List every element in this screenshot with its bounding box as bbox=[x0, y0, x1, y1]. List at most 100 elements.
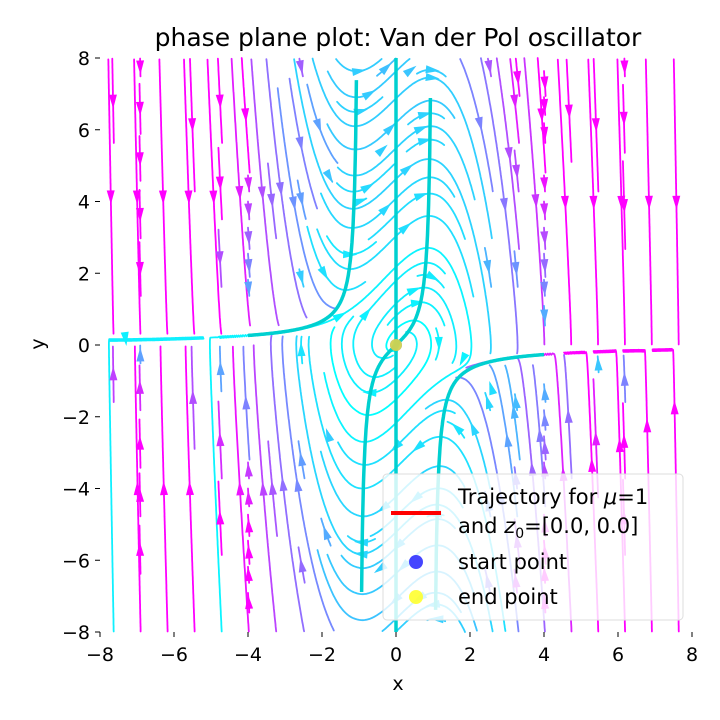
legend: Trajectory for μ=1 and z0=[0.0, 0.0] sta… bbox=[382, 473, 684, 621]
chart-title: phase plane plot: Van der Pol oscillator bbox=[155, 23, 642, 52]
stream-arrow-54 bbox=[136, 435, 145, 450]
stream-arrow-138 bbox=[474, 116, 483, 132]
stream-arrow-56 bbox=[244, 462, 253, 477]
stream-arrow-18 bbox=[643, 418, 652, 433]
stream-arrow-120 bbox=[267, 193, 276, 208]
stream-arrow-61 bbox=[620, 433, 629, 448]
stream-arrow-105 bbox=[135, 261, 144, 276]
stream-arrow-32 bbox=[216, 510, 225, 525]
stream-arrow-90 bbox=[209, 190, 218, 205]
y-tick-label-8: 8 bbox=[78, 48, 90, 70]
stream-arrow-134 bbox=[244, 177, 253, 192]
stream-arrow-73 bbox=[109, 366, 118, 381]
y-axis-title: y bbox=[27, 338, 49, 349]
stream-arrow-128 bbox=[244, 203, 253, 218]
stream-arrow-106 bbox=[215, 251, 224, 266]
streamline-109 bbox=[306, 225, 367, 291]
stream-arrow-123 bbox=[425, 73, 440, 81]
stream-arrow-79 bbox=[136, 347, 145, 362]
stream-arrow-132 bbox=[135, 152, 144, 167]
streamline-138 bbox=[459, 58, 494, 193]
stream-arrow-160 bbox=[136, 60, 145, 75]
stream-arrow-3 bbox=[186, 481, 194, 496]
stream-arrow-95 bbox=[589, 195, 598, 210]
stream-arrow-119 bbox=[244, 231, 253, 246]
streamline-123 bbox=[311, 57, 493, 240]
streamline-75 bbox=[340, 315, 418, 394]
stream-arrow-41 bbox=[245, 518, 254, 533]
streamline-121 bbox=[320, 176, 456, 229]
stream-arrow-46 bbox=[504, 432, 513, 448]
stream-arrow-72 bbox=[541, 412, 550, 427]
stream-arrow-36 bbox=[412, 440, 426, 453]
stream-arrow-70 bbox=[485, 394, 494, 410]
points-layer bbox=[390, 339, 402, 351]
stream-arrow-111 bbox=[483, 259, 492, 275]
stream-arrow-117 bbox=[540, 259, 549, 274]
stream-arrow-127 bbox=[215, 176, 224, 191]
stream-arrow-84 bbox=[459, 351, 470, 366]
x-tick-label-0: −8 bbox=[86, 644, 114, 666]
stream-arrow-34 bbox=[323, 525, 332, 541]
legend-start-label: start point bbox=[458, 550, 567, 574]
stream-arrow-159 bbox=[540, 98, 549, 114]
stream-arrow-112 bbox=[511, 261, 520, 276]
stream-arrow-139 bbox=[512, 164, 520, 179]
stream-arrow-4 bbox=[332, 312, 347, 323]
x-tick-label-2: −4 bbox=[234, 644, 262, 666]
stream-arrow-107 bbox=[244, 281, 253, 296]
stream-arrow-40 bbox=[136, 487, 145, 502]
stream-arrow-93 bbox=[531, 194, 540, 209]
x-tick-label-1: −6 bbox=[160, 644, 188, 666]
stream-arrow-74 bbox=[216, 361, 225, 376]
stream-arrow-131 bbox=[540, 203, 549, 218]
stream-arrow-98 bbox=[672, 195, 681, 210]
stream-arrow-163 bbox=[378, 62, 392, 76]
stream-arrow-156 bbox=[540, 126, 549, 141]
stream-arrow-14 bbox=[528, 461, 537, 477]
stream-arrow-110 bbox=[425, 270, 440, 281]
stream-arrow-137 bbox=[360, 183, 375, 194]
stream-arrow-67 bbox=[541, 440, 550, 455]
stream-arrow-114 bbox=[244, 258, 253, 274]
stream-arrow-16 bbox=[588, 457, 597, 472]
x-tick-label-7: 6 bbox=[612, 644, 624, 666]
y-tick-label-7: 6 bbox=[78, 120, 90, 142]
stream-arrow-53 bbox=[592, 431, 601, 446]
axes-layer: −8 −6 −4 −2 0 2 4 6 8 −8 −6 −4 −2 0 2 4 6 8 bbox=[62, 48, 698, 666]
x-tick-label-3: −2 bbox=[308, 644, 336, 666]
stream-arrow-108 bbox=[295, 270, 304, 285]
stream-arrow-164 bbox=[402, 65, 417, 78]
stream-arrow-115 bbox=[398, 222, 412, 235]
stream-arrow-165 bbox=[425, 65, 440, 74]
streamline-143 bbox=[288, 77, 318, 210]
stream-arrow-150 bbox=[619, 111, 628, 126]
stream-arrow-167 bbox=[513, 70, 522, 86]
stream-arrow-83 bbox=[434, 336, 443, 351]
stream-arrow-80 bbox=[297, 342, 306, 357]
stream-arrow-20 bbox=[245, 594, 254, 610]
stream-arrow-42 bbox=[269, 480, 277, 496]
stream-arrow-88 bbox=[158, 190, 167, 205]
stream-arrow-148 bbox=[537, 108, 546, 123]
stream-arrow-8 bbox=[294, 477, 303, 492]
stream-arrow-102 bbox=[288, 196, 297, 211]
stream-arrow-146 bbox=[374, 144, 388, 157]
x-tick-label-8: 8 bbox=[686, 644, 698, 666]
y-tick-label-6: 4 bbox=[78, 192, 90, 214]
stream-arrow-99 bbox=[235, 185, 244, 201]
stream-arrow-7 bbox=[279, 476, 288, 492]
legend-box bbox=[382, 473, 684, 621]
stream-arrow-149 bbox=[564, 104, 573, 119]
x-tick-label-6: 4 bbox=[538, 644, 550, 666]
stream-arrow-162 bbox=[351, 68, 367, 76]
stream-arrow-5 bbox=[236, 481, 245, 496]
legend-end-label: end point bbox=[458, 585, 558, 609]
streamline-144 bbox=[306, 83, 339, 164]
stream-arrow-151 bbox=[108, 94, 117, 109]
stream-arrow-27 bbox=[244, 566, 253, 582]
stream-arrow-26 bbox=[136, 541, 145, 556]
stream-arrow-145 bbox=[382, 123, 396, 136]
stream-arrow-92 bbox=[499, 197, 508, 213]
stream-arrow-65 bbox=[451, 422, 465, 436]
